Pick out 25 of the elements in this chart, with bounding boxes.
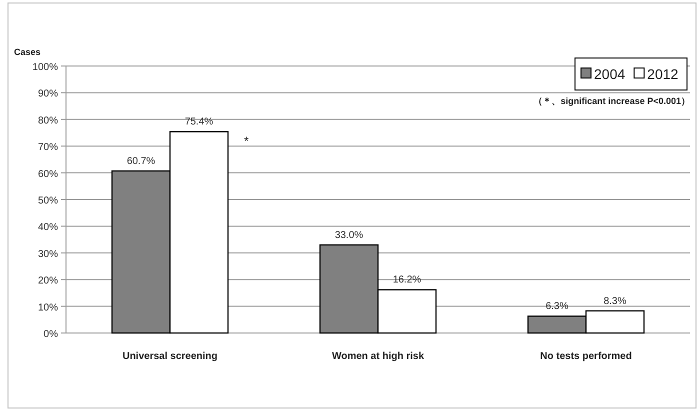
x-tick-label: Women at high risk	[332, 351, 424, 362]
y-tick-label: 70%	[38, 142, 58, 154]
data-label: 6.3%	[546, 301, 569, 312]
y-tick-label: 60%	[38, 168, 58, 180]
legend-label: 2012	[647, 66, 679, 82]
y-tick-label: 50%	[38, 196, 58, 206]
annotation: （＊、significant increase P<0.001）	[534, 96, 690, 106]
y-tick-label: 0%	[44, 329, 58, 340]
y-tick-label: 100%	[32, 62, 58, 73]
legend-label: 2004	[594, 66, 626, 82]
data-label: 33.0%	[334, 230, 364, 241]
x-tick-label: Universal screening	[122, 351, 218, 362]
data-label: 60.7%	[126, 156, 156, 167]
data-label: 16.2%	[392, 274, 422, 286]
data-label: 75.4%	[184, 116, 214, 128]
annotation: *	[244, 134, 249, 148]
data-label: 8.3%	[604, 296, 627, 307]
y-tick-label: 90%	[38, 88, 58, 100]
x-tick-label: No tests performed	[540, 351, 632, 362]
y-axis-title: Cases	[14, 47, 41, 57]
y-tick-label: 20%	[38, 276, 58, 287]
y-tick-label: 80%	[38, 115, 58, 126]
y-tick-label: 40%	[38, 222, 58, 234]
y-tick-label: 10%	[38, 302, 58, 314]
y-tick-label: 30%	[38, 248, 58, 260]
